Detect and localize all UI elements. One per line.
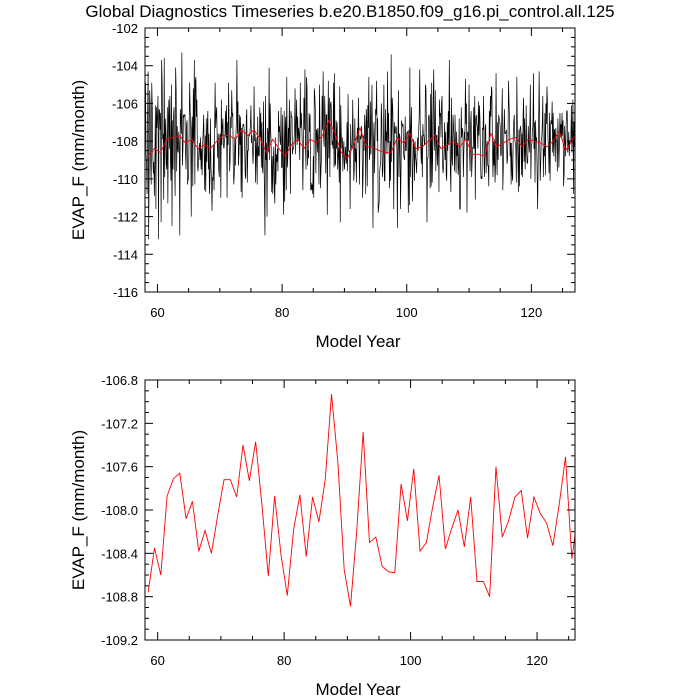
bottom-x-tick-label: 100: [400, 653, 422, 668]
bottom-series-annual-line: [147, 394, 575, 607]
bottom-plot-frame: [144, 379, 576, 641]
top-y-tick-label: -108: [112, 134, 138, 149]
top-y-tick-label: -112: [113, 210, 138, 225]
bottom-y-tick-label: -108.4: [101, 546, 138, 561]
bottom-y-axis-title: EVAP_F (mm/month): [69, 430, 88, 590]
top-x-tick-label: 80: [275, 305, 289, 320]
top-y-tick-label: -116: [113, 285, 138, 300]
top-y-tick-label: -106: [112, 96, 138, 111]
top-series-monthly-line: [145, 52, 575, 240]
bottom-y-tick-label: -106.8: [101, 373, 138, 388]
top-y-tick-label: -102: [112, 21, 138, 36]
bottom-y-tick-label: -108.8: [101, 590, 138, 605]
top-x-tick-label: 60: [150, 305, 164, 320]
top-panel: 60 80 100 120 -116 -114 -112 -110 -108 -106 -104 -1…: [69, 21, 576, 351]
top-y-tick-label: -110: [113, 172, 138, 187]
bottom-x-tick-label: 80: [277, 653, 291, 668]
bottom-panel: 60 80 100 120 -109.2 -108.8 -108.4 -108.0 -107.6…: [69, 373, 576, 699]
bottom-x-tick-label: 60: [150, 653, 164, 668]
top-x-tick-label: 100: [396, 305, 418, 320]
top-y-tick-label: -114: [113, 247, 138, 262]
top-series-annual-line: [147, 119, 575, 159]
top-x-tick-label: 120: [521, 305, 543, 320]
bottom-x-axis-title: Model Year: [315, 680, 400, 699]
top-y-axis-title: EVAP_F (mm/month): [69, 80, 88, 240]
bottom-x-tick-label: 120: [526, 653, 548, 668]
top-y-tick-label: -104: [112, 59, 138, 74]
top-x-axis-title: Model Year: [315, 332, 400, 351]
bottom-y-tick-label: -107.2: [101, 416, 138, 431]
bottom-y-tick-label: -109.2: [101, 633, 138, 648]
bottom-y-tick-label: -107.6: [101, 460, 138, 475]
bottom-y-tick-label: -108.0: [101, 503, 138, 518]
figure-title: Global Diagnostics Timeseries b.e20.B185…: [85, 2, 614, 21]
